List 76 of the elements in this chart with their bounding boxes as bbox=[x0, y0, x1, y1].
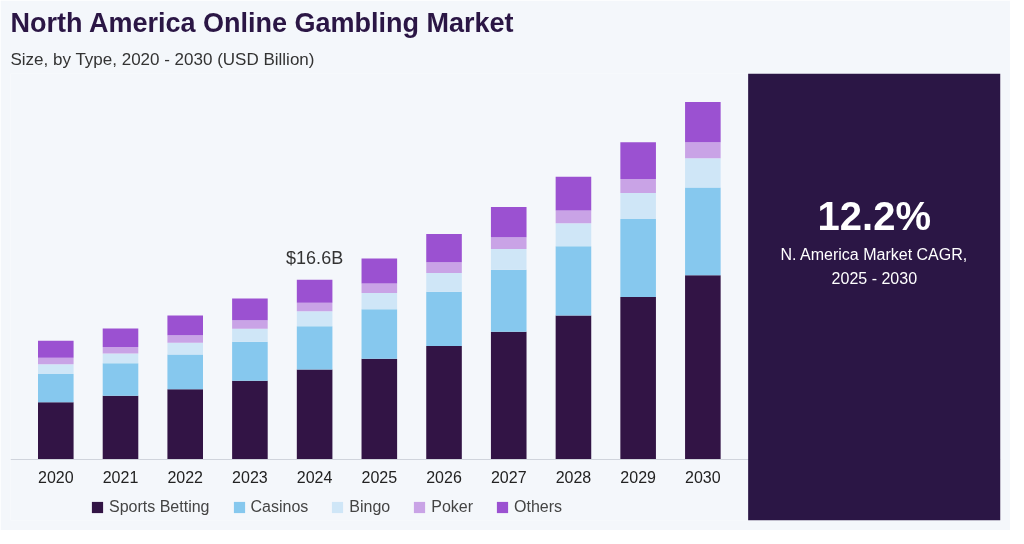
bar bbox=[167, 389, 203, 460]
x-tick-label: 2027 bbox=[490, 468, 527, 486]
x-tick-label: 2021 bbox=[102, 468, 139, 486]
legend-label: Poker bbox=[431, 498, 474, 516]
bar bbox=[38, 357, 74, 365]
bar bbox=[361, 293, 398, 310]
bar bbox=[167, 342, 203, 355]
bar bbox=[426, 291, 462, 346]
bar bbox=[490, 269, 527, 332]
bar bbox=[490, 331, 527, 460]
bar bbox=[620, 178, 656, 193]
x-tick-label: 2028 bbox=[555, 468, 592, 486]
bar bbox=[685, 142, 721, 159]
chart-title: North America Online Gambling Market bbox=[10, 7, 514, 38]
bar bbox=[620, 219, 656, 297]
legend-label: Bingo bbox=[349, 498, 391, 516]
chart-subtitle: Size, by Type, 2020 - 2030 (USD Billion) bbox=[10, 49, 315, 69]
bar bbox=[490, 237, 527, 250]
bar bbox=[555, 176, 592, 211]
bar bbox=[361, 358, 398, 460]
x-tick-label: 2022 bbox=[167, 468, 204, 486]
bar bbox=[490, 249, 527, 270]
bar bbox=[555, 223, 592, 247]
bar bbox=[232, 320, 268, 329]
x-tick-label: 2024 bbox=[296, 468, 333, 486]
bar bbox=[620, 297, 656, 460]
bar bbox=[296, 369, 333, 460]
bar bbox=[426, 234, 462, 263]
bar bbox=[38, 364, 74, 374]
bar bbox=[232, 298, 268, 321]
bar bbox=[426, 273, 462, 292]
bar bbox=[685, 158, 721, 188]
bar bbox=[426, 262, 462, 274]
bar bbox=[38, 402, 74, 460]
bar bbox=[555, 315, 592, 460]
bar bbox=[102, 395, 139, 460]
bar bbox=[685, 187, 721, 276]
bar bbox=[490, 206, 527, 238]
bar bbox=[102, 363, 139, 396]
bar bbox=[361, 309, 398, 359]
legend-label: Others bbox=[514, 498, 563, 516]
bar bbox=[361, 283, 398, 294]
bar bbox=[167, 315, 203, 336]
bar bbox=[426, 345, 462, 460]
bar bbox=[167, 335, 203, 343]
bar bbox=[232, 328, 268, 342]
text: N. America Market CAGR, 2025 - 2030 bbox=[780, 246, 968, 288]
legend-label: Sports Betting bbox=[109, 498, 210, 516]
x-tick-label: 2030 bbox=[685, 468, 721, 486]
bar bbox=[361, 258, 398, 284]
bar bbox=[232, 380, 268, 460]
bar bbox=[102, 353, 139, 364]
bar bbox=[38, 340, 74, 358]
bar bbox=[38, 373, 74, 403]
bar bbox=[685, 102, 721, 143]
bar bbox=[296, 279, 333, 303]
x-tick-label: 2026 bbox=[426, 468, 462, 486]
x-tick-label: 2029 bbox=[620, 468, 657, 486]
bar bbox=[620, 142, 656, 179]
bar bbox=[685, 275, 721, 460]
bar bbox=[555, 210, 592, 224]
bar bbox=[555, 246, 592, 316]
bar bbox=[296, 302, 333, 312]
text: 12.2% bbox=[817, 194, 932, 238]
bar bbox=[102, 328, 139, 348]
x-tick-label: 2025 bbox=[361, 468, 398, 486]
legend-label: Casinos bbox=[250, 498, 309, 516]
annotation: $16.6B bbox=[286, 247, 344, 268]
bar bbox=[296, 326, 333, 370]
bar bbox=[167, 354, 203, 390]
bar bbox=[620, 192, 656, 220]
bar bbox=[296, 311, 333, 327]
bar bbox=[232, 341, 268, 381]
x-tick-label: 2020 bbox=[38, 468, 74, 486]
x-tick-label: 2023 bbox=[232, 468, 268, 486]
bar bbox=[102, 347, 139, 354]
